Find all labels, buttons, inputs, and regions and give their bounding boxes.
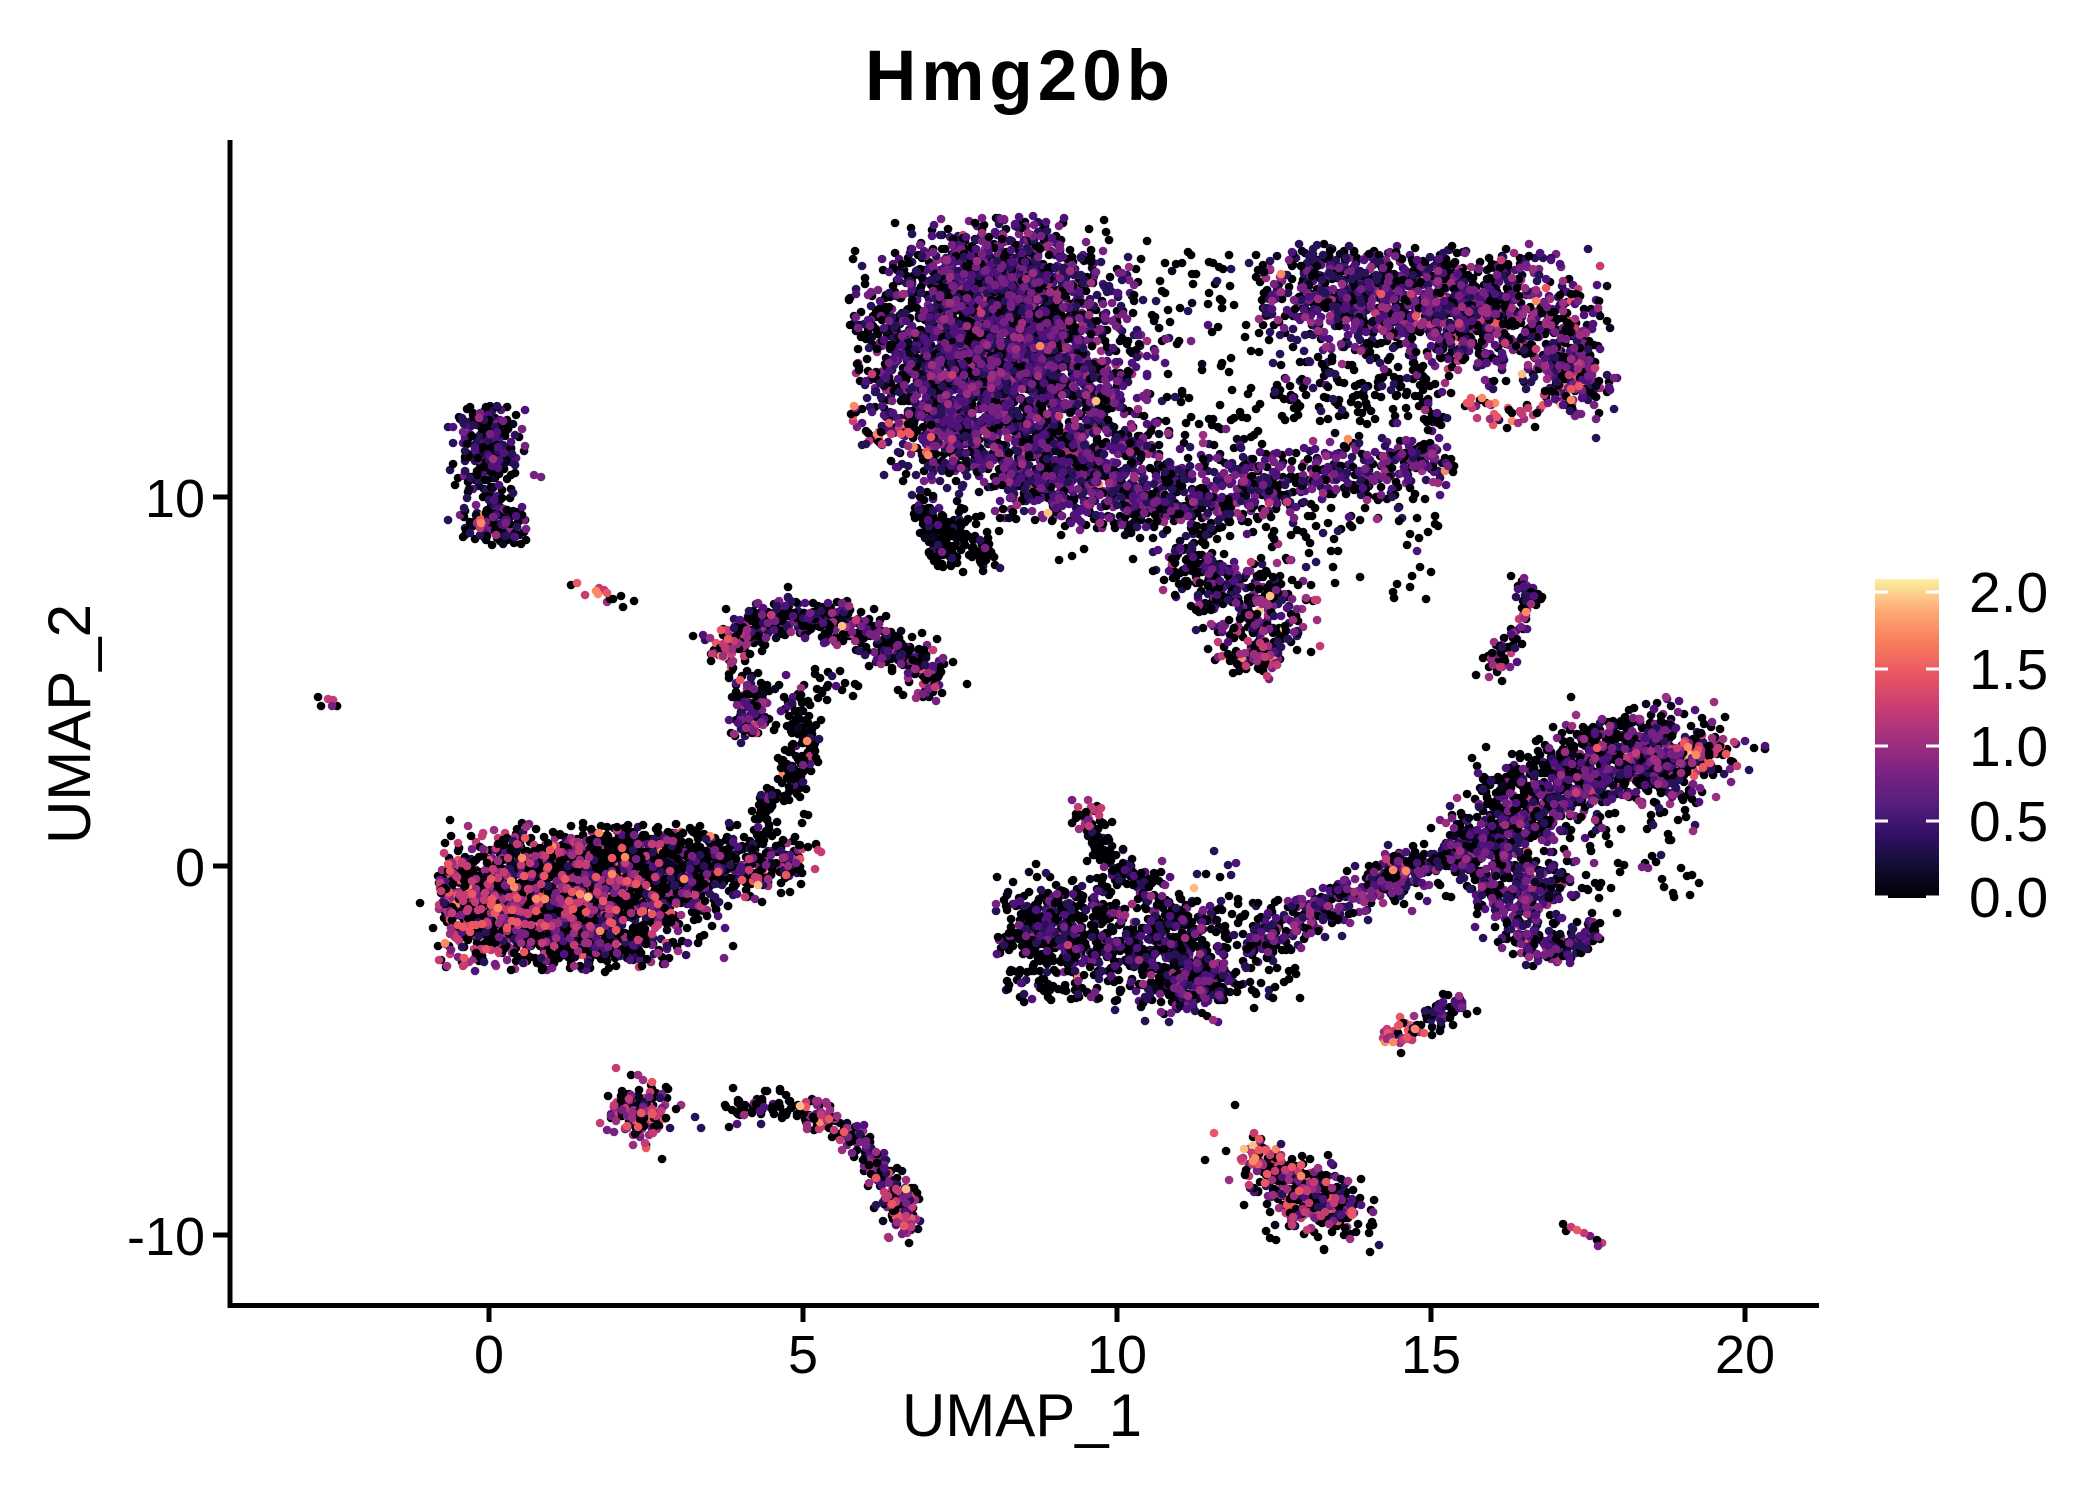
svg-text:0: 0 xyxy=(474,1325,504,1385)
svg-text:-10: -10 xyxy=(127,1207,205,1267)
svg-text:20: 20 xyxy=(1715,1325,1775,1385)
svg-text:10: 10 xyxy=(1087,1325,1147,1385)
svg-text:UMAP_2: UMAP_2 xyxy=(36,604,103,844)
svg-text:1.0: 1.0 xyxy=(1969,715,2048,779)
svg-text:Hmg20b: Hmg20b xyxy=(865,37,1175,116)
svg-text:0.0: 0.0 xyxy=(1969,866,2048,930)
svg-text:15: 15 xyxy=(1401,1325,1461,1385)
svg-text:0: 0 xyxy=(175,838,205,898)
svg-text:2.0: 2.0 xyxy=(1969,561,2048,625)
svg-text:5: 5 xyxy=(788,1325,818,1385)
svg-text:UMAP_1: UMAP_1 xyxy=(902,1382,1142,1449)
svg-text:10: 10 xyxy=(145,469,205,529)
svg-text:1.5: 1.5 xyxy=(1969,638,2048,702)
svg-text:0.5: 0.5 xyxy=(1969,790,2048,854)
